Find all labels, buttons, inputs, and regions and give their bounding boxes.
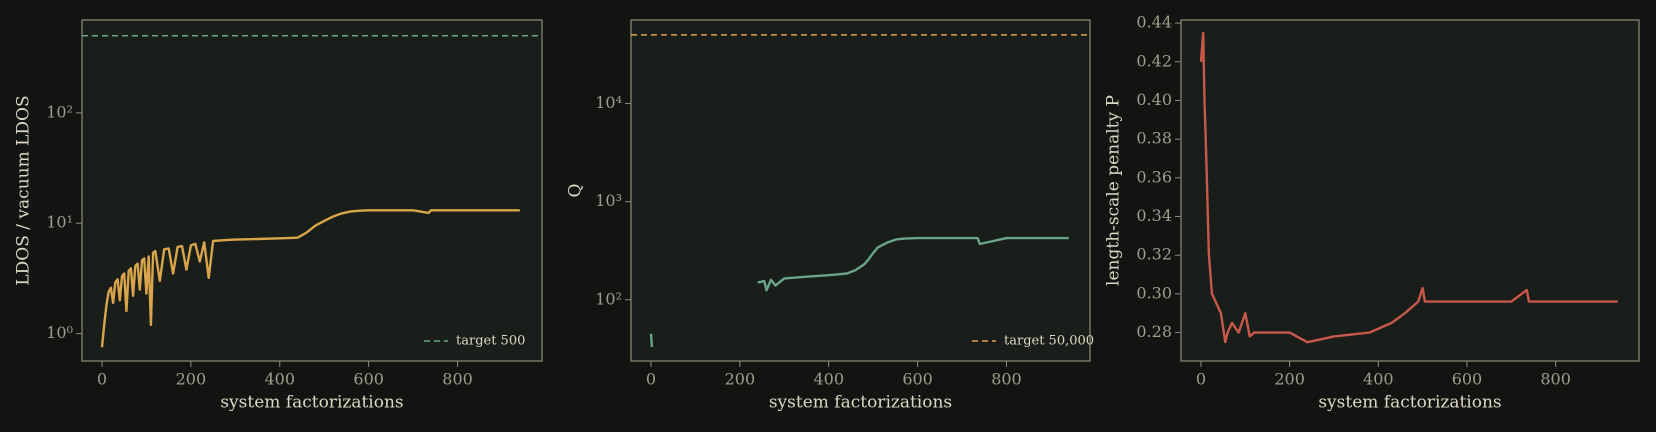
x-axis-label: system factorizations (769, 393, 952, 413)
x-tick-label: 800 (1540, 370, 1571, 389)
x-axis-label: system factorizations (1318, 393, 1501, 413)
x-tick-label: 200 (725, 370, 756, 389)
y-axis-label: Q (566, 184, 586, 198)
x-tick-label: 600 (1452, 370, 1483, 389)
y-tick-label: 0.44 (1136, 13, 1172, 32)
x-tick-label: 800 (442, 370, 473, 389)
y-axis-label: LDOS / vacuum LDOS (14, 95, 34, 285)
x-tick-label: 400 (1363, 370, 1394, 389)
y-tick-label: 10³ (595, 191, 622, 210)
data-line (100, 209, 520, 348)
x-tick-label: 200 (176, 370, 207, 389)
x-tick-label: 800 (991, 370, 1022, 389)
x-axis-label: system factorizations (220, 393, 403, 413)
y-tick-label: 10² (46, 102, 73, 121)
y-tick-label: 10⁰ (46, 323, 73, 342)
y-tick-label: 0.40 (1136, 90, 1172, 109)
x-tick-label: 400 (265, 370, 296, 389)
y-tick-label: 10⁴ (595, 93, 622, 112)
legend-label: target 50,000 (1004, 334, 1094, 349)
x-tick-label: 0 (646, 370, 656, 389)
y-tick-label: 0.34 (1136, 206, 1172, 225)
plot-area (81, 19, 543, 362)
x-tick-label: 0 (97, 370, 107, 389)
legend-label: target 500 (456, 334, 525, 349)
plot-area (630, 19, 1091, 362)
y-tick-label: 10² (595, 289, 622, 308)
x-tick-label: 400 (813, 370, 844, 389)
plot-area (1180, 19, 1640, 362)
y-tick-label: 0.42 (1136, 51, 1172, 70)
x-tick-label: 600 (902, 370, 933, 389)
x-tick-label: 0 (1196, 370, 1206, 389)
y-tick-label: 0.38 (1136, 129, 1172, 148)
x-tick-label: 200 (1274, 370, 1305, 389)
y-tick-label: 0.30 (1136, 283, 1172, 302)
data-line (1199, 31, 1618, 344)
y-tick-label: 0.28 (1136, 322, 1172, 341)
y-tick-label: 10¹ (46, 213, 73, 232)
y-tick-label: 0.36 (1136, 167, 1172, 186)
data-line (649, 236, 1069, 348)
x-tick-label: 600 (353, 370, 384, 389)
y-axis-label: length-scale penalty P (1104, 95, 1124, 286)
y-tick-label: 0.32 (1136, 245, 1172, 264)
